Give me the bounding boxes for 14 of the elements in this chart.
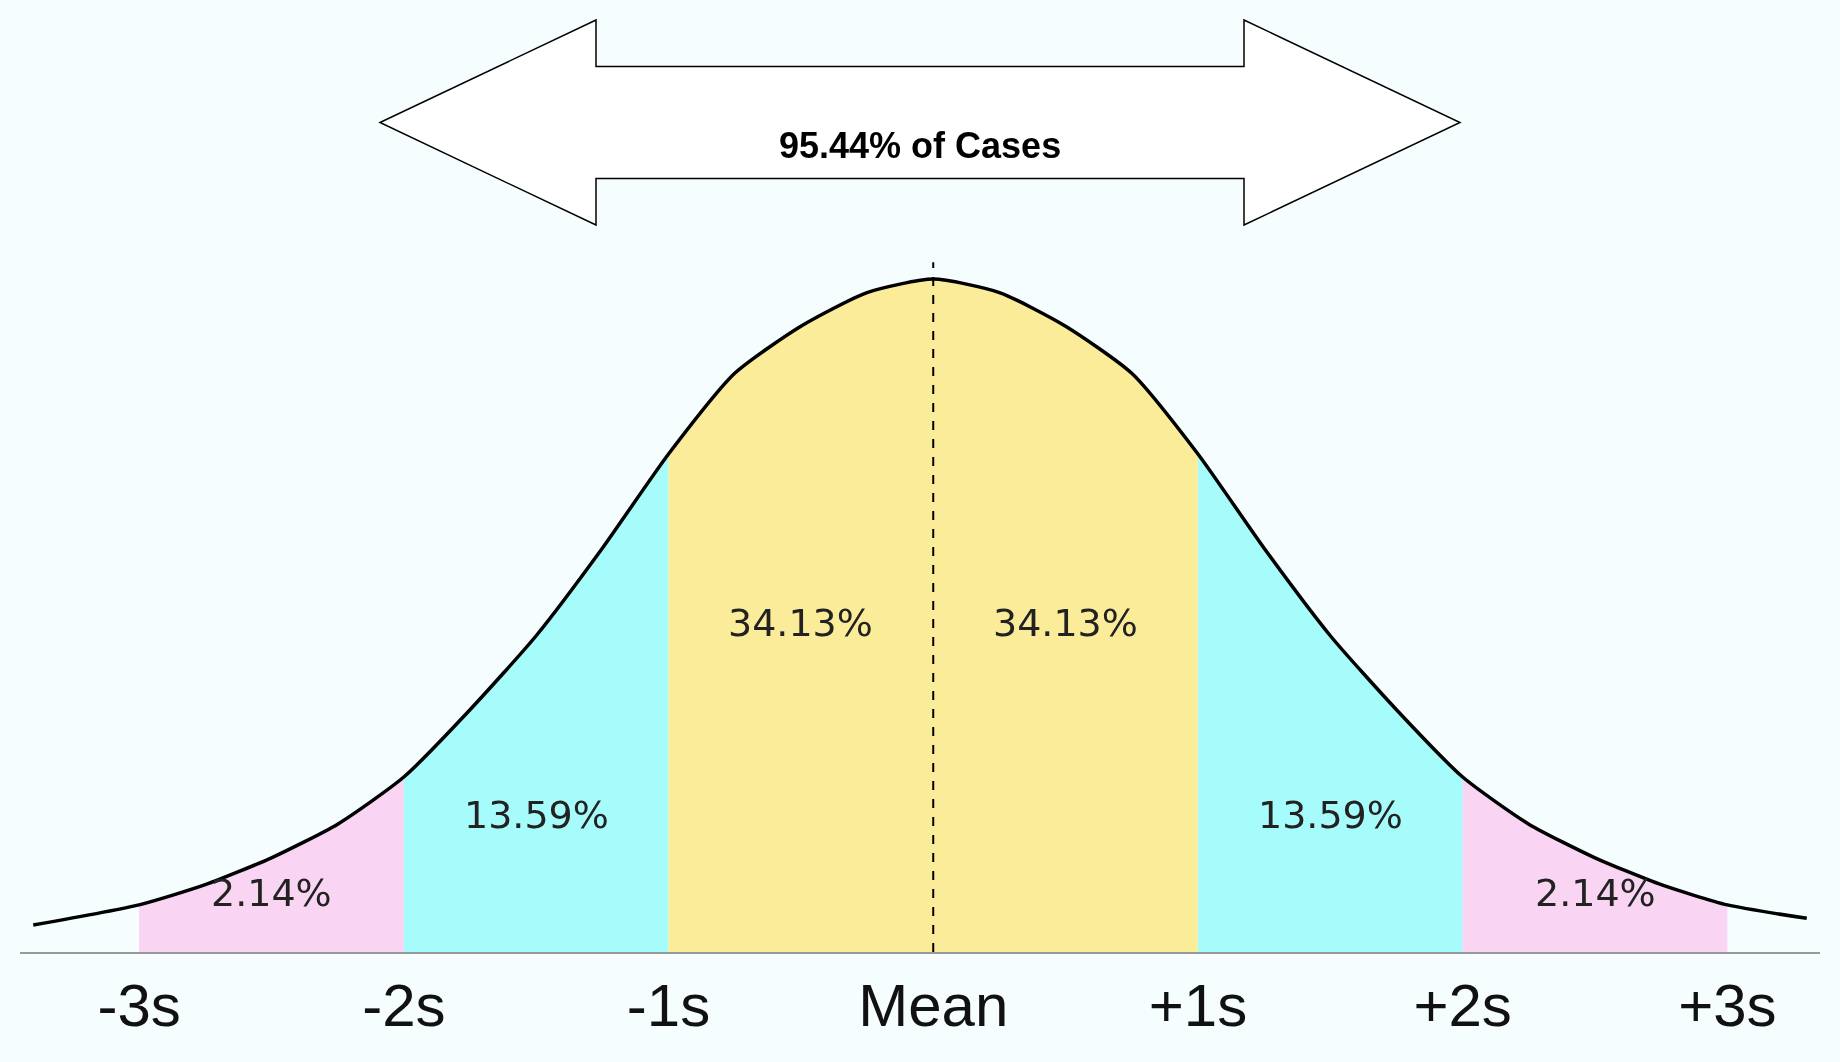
x-tick-label: -1s: [626, 971, 711, 1039]
annotation: 34.13%: [728, 601, 873, 645]
text: 95.44% of Cases: [779, 125, 1062, 166]
annotation: 2.14%: [211, 871, 332, 915]
x-tick-label: -2s: [362, 971, 446, 1039]
annotation: 13.59%: [464, 793, 609, 837]
annotation: 34.13%: [993, 601, 1138, 645]
x-tick-label: Mean: [858, 971, 1009, 1039]
annotation: 13.59%: [1258, 793, 1403, 837]
annotation: 2.14%: [1535, 871, 1656, 915]
x-tick-label: -3s: [97, 971, 181, 1039]
x-tick-label: +2s: [1413, 971, 1512, 1039]
x-tick-label: +3s: [1678, 971, 1777, 1039]
x-tick-label: +1s: [1148, 971, 1248, 1039]
